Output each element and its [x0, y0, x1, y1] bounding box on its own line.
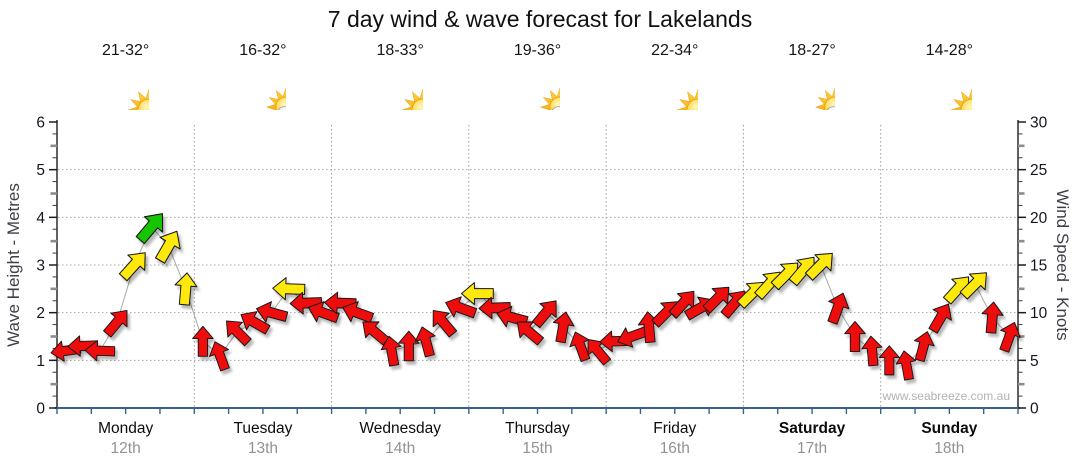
wind-arrow: [860, 334, 884, 367]
day-label-tuesday: Tuesday 13th: [194, 419, 331, 459]
day-label-thursday: Thursday 15th: [469, 419, 606, 459]
temp-range: 14-28°: [925, 42, 973, 59]
wind-arrow: [844, 320, 866, 353]
day-name: Sunday: [921, 420, 978, 437]
day-header-thursday: 19-36°: [469, 40, 606, 115]
svg-text:3: 3: [36, 258, 45, 275]
day-date: 17th: [796, 440, 828, 457]
day-header-saturday: 18-27°: [743, 40, 880, 115]
svg-text:6: 6: [36, 115, 45, 132]
left-axis-title: Wave Height - Metres: [4, 183, 23, 347]
svg-text:0: 0: [1030, 401, 1039, 418]
wind-arrow: [114, 244, 155, 286]
day-date: 12th: [110, 440, 141, 457]
day-label-monday: Monday 12th: [57, 419, 194, 459]
temp-range: 18-27°: [788, 42, 836, 59]
temp-range: 19-36°: [513, 42, 562, 59]
wind-arrow: [821, 289, 854, 327]
wind-arrow: [398, 330, 420, 362]
chart-title: 7 day wind & wave forecast for Lakelands: [327, 6, 753, 32]
svg-text:5: 5: [36, 162, 45, 179]
day-name: Thursday: [505, 420, 570, 437]
axes: 0 1 2 3 4 5 6 0 5 10 15 20 25 30: [36, 115, 1047, 418]
wind-arrow: [909, 328, 938, 364]
svg-text:4: 4: [36, 210, 45, 227]
day-header-wednesday: 18-33°: [332, 40, 469, 115]
right-axis-title: Wind Speed - Knots: [1053, 189, 1072, 341]
svg-text:15: 15: [1030, 258, 1047, 275]
temp-range: 21-32°: [101, 42, 150, 59]
wind-arrow: [893, 348, 920, 382]
day-header-tuesday: 16-32°: [194, 40, 331, 115]
svg-text:0: 0: [36, 401, 45, 418]
day-label-friday: Friday 16th: [606, 419, 743, 459]
day-name: Monday: [98, 420, 154, 437]
wind-arrow: [98, 303, 136, 342]
day-date: 16th: [659, 440, 690, 457]
day-name: Wednesday: [359, 420, 441, 437]
day-date: 15th: [522, 440, 553, 457]
day-header-sunday: 14-28°: [881, 40, 1018, 115]
day-label-wednesday: Wednesday 14th: [332, 419, 469, 459]
temp-range: 18-33°: [376, 42, 424, 59]
temp-range: 22-34°: [651, 42, 699, 59]
svg-text:20: 20: [1030, 210, 1048, 227]
day-header-monday: 21-32°: [57, 40, 194, 115]
day-name: Saturday: [778, 420, 846, 437]
svg-text:2: 2: [36, 305, 45, 322]
wind-arrow: [192, 325, 214, 357]
day-name: Friday: [653, 420, 697, 437]
day-label-sunday: Sunday 18th: [881, 419, 1018, 459]
day-label-saturday: Saturday 17th: [743, 419, 880, 459]
wind-arrow-series: [49, 205, 1025, 382]
svg-text:1: 1: [36, 353, 45, 370]
wind-arrow: [172, 271, 199, 307]
svg-text:5: 5: [1030, 353, 1039, 370]
wind-arrow: [205, 337, 235, 374]
day-header-friday: 22-34°: [606, 40, 743, 115]
svg-text:30: 30: [1030, 115, 1048, 132]
temp-range: 16-32°: [239, 42, 287, 59]
day-date: 13th: [247, 440, 278, 457]
day-date: 18th: [934, 440, 965, 457]
day-date: 14th: [385, 440, 416, 457]
wind-arrow: [923, 298, 959, 337]
wind-arrow: [979, 300, 1005, 335]
svg-text:10: 10: [1030, 305, 1048, 322]
svg-text:25: 25: [1030, 162, 1047, 179]
wind-arrow: [411, 323, 441, 359]
watermark: www.seabreeze.com.au: [882, 389, 1010, 403]
day-name: Tuesday: [233, 420, 293, 437]
gridlines: [58, 125, 1017, 407]
